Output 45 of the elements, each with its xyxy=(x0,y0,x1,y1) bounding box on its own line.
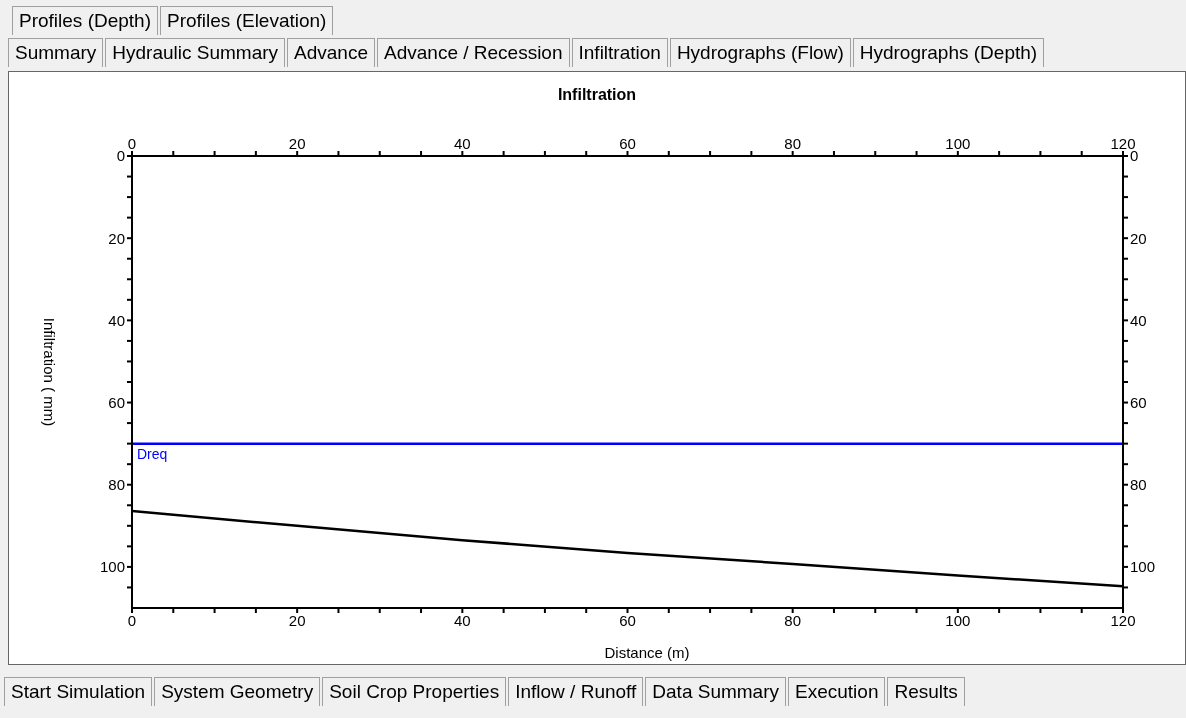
x-tick-label: 20 xyxy=(288,611,306,629)
chart-title: Infiltration xyxy=(556,86,638,104)
tab: Hydrographs (Flow) xyxy=(669,38,851,67)
x2-tick-label: 60 xyxy=(619,135,636,152)
tab: Profiles (Elevation) xyxy=(160,6,334,35)
tab: Results xyxy=(887,677,965,706)
x-tick-label: 100 xyxy=(945,611,971,629)
tab: Hydrographs (Depth) xyxy=(852,38,1045,67)
x-tick-label: 80 xyxy=(784,611,802,629)
tab: Infiltration xyxy=(571,38,668,67)
y-tick-label: 20 xyxy=(108,229,125,247)
y-axis-title: Infiltration ( mm) xyxy=(40,317,58,427)
y2-tick-label: 80 xyxy=(1130,476,1147,494)
tab: Data Summary xyxy=(645,677,786,706)
tab: Advance / Recession xyxy=(377,38,570,67)
tab: Inflow / Runoff xyxy=(508,677,644,706)
tab: Advance xyxy=(287,38,375,67)
y-tick-label: 60 xyxy=(108,393,125,411)
y2-tick-label: 100 xyxy=(1130,558,1156,576)
y2-tick-label: 60 xyxy=(1130,393,1147,411)
tab: Soil Crop Properties xyxy=(322,677,507,706)
tab: Execution xyxy=(788,677,886,706)
tab: Start Simulation xyxy=(4,677,153,706)
x2-tick-label: 100 xyxy=(945,135,971,152)
x2-tick-label: 0 xyxy=(127,135,137,152)
y-tick-label: 80 xyxy=(108,476,125,494)
x2-tick-label: 80 xyxy=(784,135,802,152)
x2-tick-label: 40 xyxy=(453,135,471,152)
y2-tick-label: 40 xyxy=(1130,311,1147,329)
y-tick-label: 100 xyxy=(99,558,125,576)
y2-tick-label: 20 xyxy=(1130,229,1147,247)
x-tick-label: 120 xyxy=(1110,611,1136,629)
x2-tick-label: 120 xyxy=(1110,135,1136,152)
y-tick-label: 40 xyxy=(108,311,125,329)
x-tick-label: 0 xyxy=(127,611,137,629)
tab: System Geometry xyxy=(154,677,321,706)
tab: Summary xyxy=(8,38,104,67)
ref-line-label: Dreq xyxy=(137,445,168,462)
x2-tick-label: 20 xyxy=(288,135,306,152)
x-axis-title: Distance (m) xyxy=(603,644,691,661)
x-tick-label: 40 xyxy=(453,611,471,629)
tab: Profiles (Depth) xyxy=(12,6,158,35)
x-tick-label: 60 xyxy=(619,611,636,629)
tab: Hydraulic Summary xyxy=(105,38,286,67)
y-tick-label: 0 xyxy=(116,147,125,165)
